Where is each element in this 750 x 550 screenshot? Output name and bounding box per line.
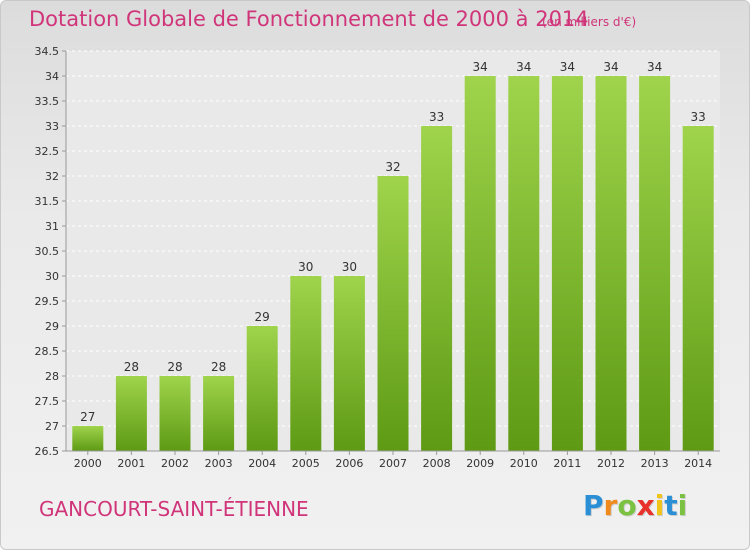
bar-value-label: 34	[647, 60, 662, 74]
x-tick-label: 2007	[379, 457, 407, 470]
chart-title: Dotation Globale de Fonctionnement de 20…	[29, 7, 589, 31]
x-tick-label: 2003	[205, 457, 233, 470]
y-tick-label: 27	[45, 420, 59, 433]
logo-letter: P	[583, 489, 604, 522]
bar	[115, 376, 147, 451]
x-tick-label: 2001	[117, 457, 145, 470]
bar	[290, 276, 322, 451]
bar	[72, 426, 104, 451]
bar	[508, 76, 540, 451]
bar	[333, 276, 365, 451]
bars	[72, 76, 714, 451]
y-tick-label: 29	[45, 320, 59, 333]
y-tick-label: 31	[45, 220, 59, 233]
y-tick-label: 33	[45, 120, 59, 133]
x-tick-label: 2008	[423, 457, 451, 470]
x-axis-labels: 2000 2001 2002 2003 2004 2005 2006 2007 2008 2009…	[74, 451, 712, 470]
y-tick-label: 31.5	[35, 195, 60, 208]
chart-subtitle: (en milliers d'€)	[542, 15, 637, 29]
y-tick-label: 32	[45, 170, 59, 183]
bar	[595, 76, 627, 451]
value-labels: 27 28 28 28 29 30 30 32 33 34 34 34 34 34 33	[80, 60, 706, 424]
y-tick-label: 32.5	[35, 145, 60, 158]
bar	[159, 376, 191, 451]
y-tick-label: 28	[45, 370, 59, 383]
logo-letter: t	[664, 489, 678, 522]
x-tick-label: 2012	[597, 457, 625, 470]
bar-value-label: 30	[298, 260, 313, 274]
x-tick-label: 2000	[74, 457, 102, 470]
bar-value-label: 28	[167, 360, 182, 374]
commune-name: GANCOURT-SAINT-ÉTIENNE	[39, 497, 309, 521]
logo-letter: o	[617, 489, 637, 522]
bar-value-label: 29	[255, 310, 270, 324]
x-tick-label: 2009	[466, 457, 494, 470]
x-tick-label: 2004	[248, 457, 276, 470]
bar-value-label: 34	[560, 60, 575, 74]
x-tick-label: 2006	[335, 457, 363, 470]
bar-value-label: 33	[429, 110, 444, 124]
logo-letter: i	[654, 489, 665, 522]
logo-letter: x	[636, 489, 655, 522]
bar	[551, 76, 583, 451]
bar-value-label: 34	[473, 60, 488, 74]
y-axis-labels: 26.5 27 27.5 28 28.5 29 29.5 30 30.5 31 31.5 32 32.5…	[35, 45, 66, 458]
x-tick-label: 2014	[684, 457, 712, 470]
bar-value-label: 33	[691, 110, 706, 124]
y-tick-label: 27.5	[35, 395, 60, 408]
x-tick-label: 2013	[641, 457, 669, 470]
y-tick-label: 29.5	[35, 295, 60, 308]
x-tick-label: 2002	[161, 457, 189, 470]
bar	[377, 176, 409, 451]
bar-value-label: 34	[516, 60, 531, 74]
bar-value-label: 34	[603, 60, 618, 74]
proxiti-logo: Proxiti	[583, 489, 687, 522]
bar	[421, 126, 453, 451]
bar-value-label: 28	[211, 360, 226, 374]
logo-letter: i	[677, 489, 688, 522]
bar-value-label: 27	[80, 410, 95, 424]
logo-letter: r	[603, 489, 618, 522]
y-tick-label: 34	[45, 70, 59, 83]
y-tick-label: 30	[45, 270, 59, 283]
x-tick-label: 2005	[292, 457, 320, 470]
x-tick-label: 2010	[510, 457, 538, 470]
bar-value-label: 32	[385, 160, 400, 174]
bar	[639, 76, 671, 451]
y-tick-label: 33.5	[35, 95, 60, 108]
bar	[682, 126, 714, 451]
bar	[464, 76, 496, 451]
bar-value-label: 28	[124, 360, 139, 374]
bar	[246, 326, 278, 451]
x-tick-label: 2011	[553, 457, 581, 470]
bar-value-label: 30	[342, 260, 357, 274]
y-tick-label: 34.5	[35, 45, 60, 58]
y-tick-label: 26.5	[35, 445, 60, 458]
y-tick-label: 28.5	[35, 345, 60, 358]
bar	[203, 376, 235, 451]
y-tick-label: 30.5	[35, 245, 60, 258]
